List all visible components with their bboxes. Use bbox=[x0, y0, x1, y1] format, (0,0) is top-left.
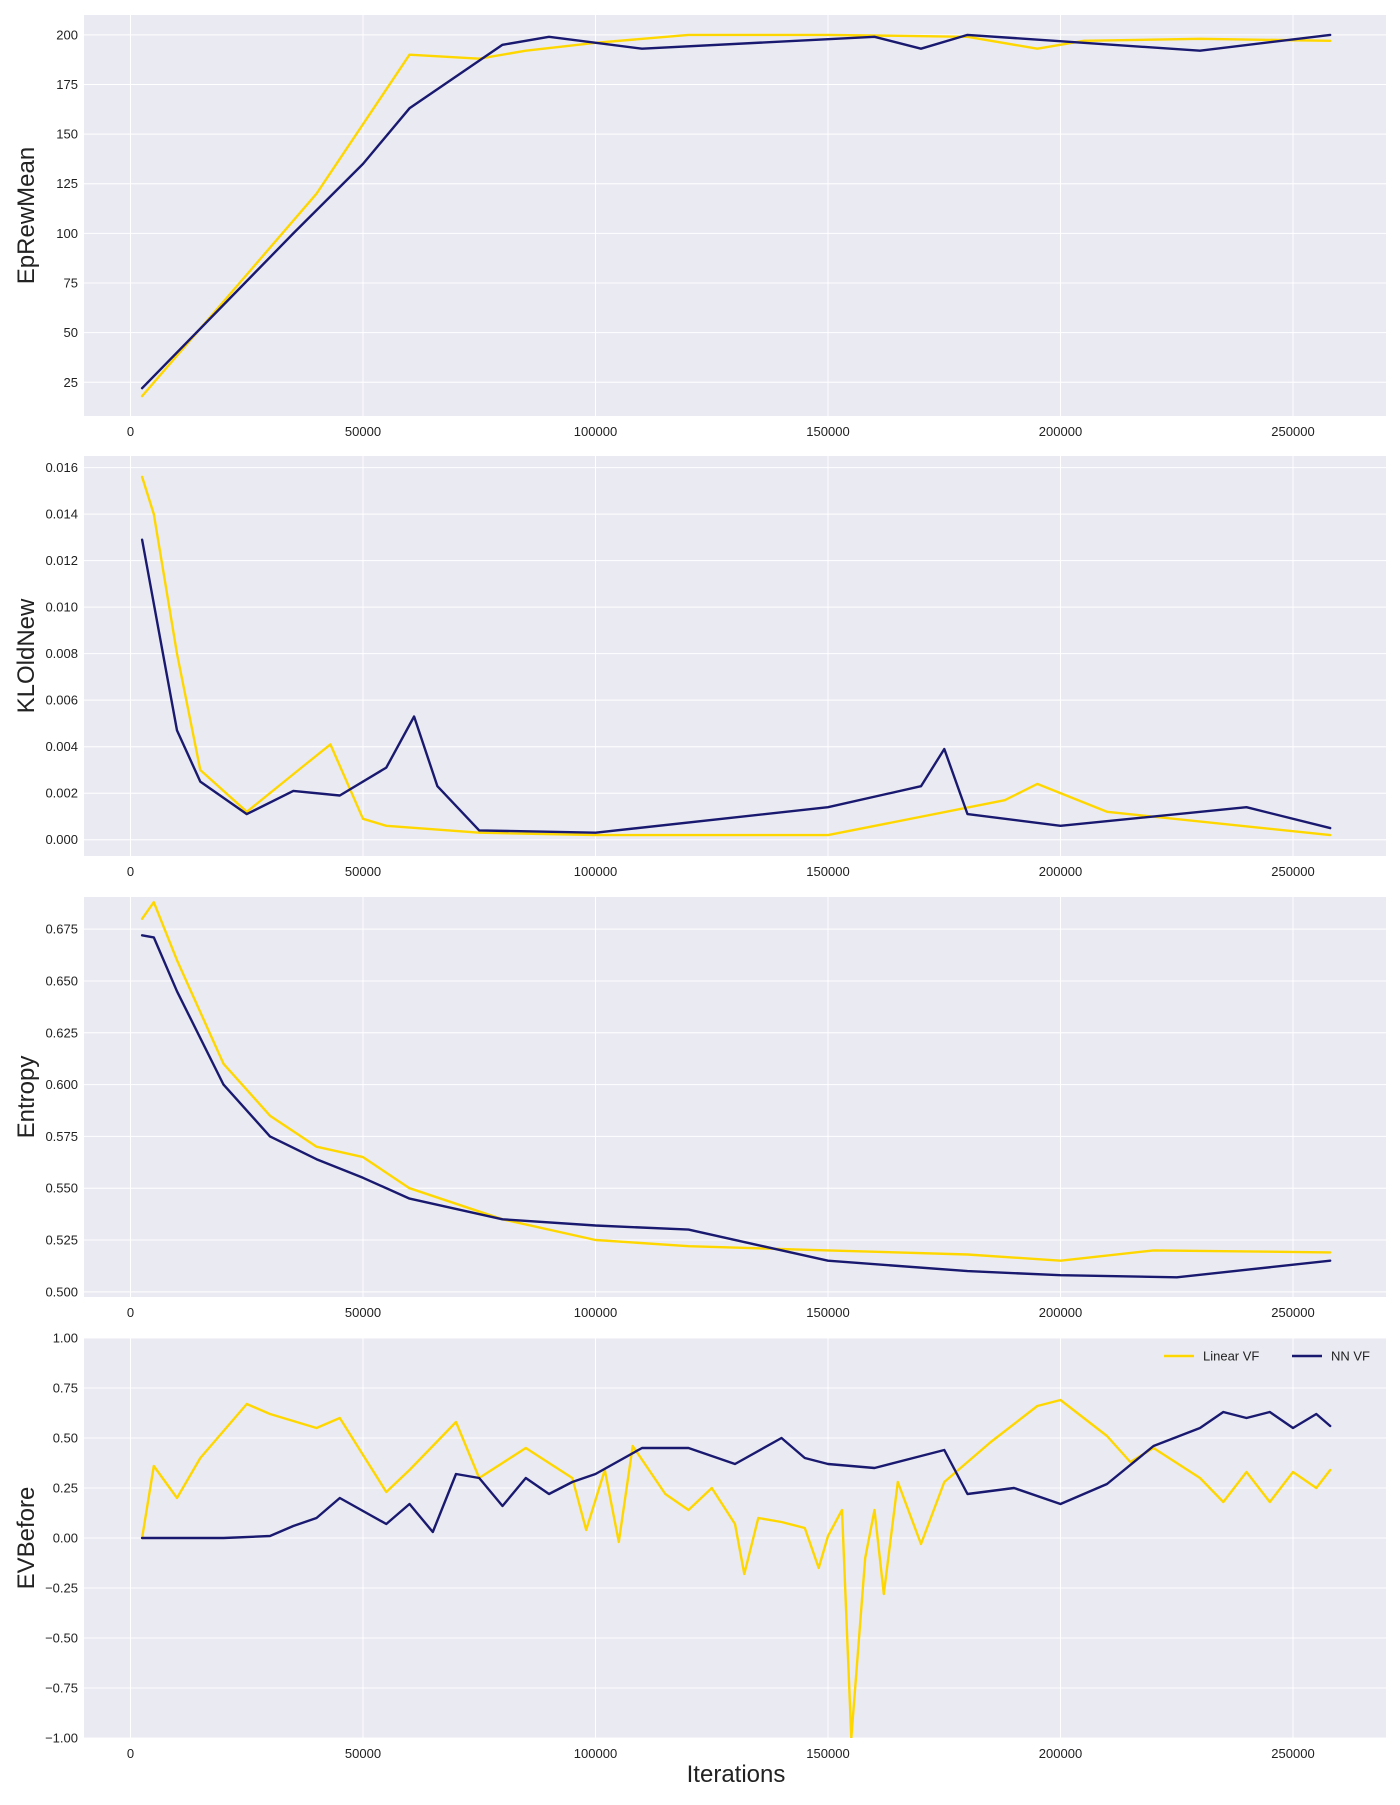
panel-1-x-tick-label: 100000 bbox=[574, 424, 617, 439]
panel-2-nn-series-line bbox=[140, 538, 1332, 834]
panel-2-x-tick-label: 200000 bbox=[1039, 864, 1082, 879]
panel-1-x-tick-label: 50000 bbox=[345, 424, 381, 439]
panel-1-series-group bbox=[140, 33, 1332, 398]
panel-1-y-tick-label: 50 bbox=[64, 325, 78, 340]
panel-2-x-tick-label: 0 bbox=[127, 864, 134, 879]
panel-4-y-tick-label: 1.00 bbox=[53, 1331, 78, 1346]
panel-4-x-tick-label: 200000 bbox=[1039, 1746, 1082, 1761]
panel-2-y-tick-label: 0.002 bbox=[45, 786, 78, 801]
panel-4-nn-series-line bbox=[140, 1410, 1332, 1540]
panel-3-y-axis-label: Entropy bbox=[13, 1056, 40, 1139]
panel-3-y-tick-label: 0.650 bbox=[45, 973, 78, 988]
panel-1-x-tick-label: 250000 bbox=[1271, 424, 1314, 439]
panel-1-y-tick-label: 100 bbox=[56, 226, 78, 241]
panel-2-y-tick-label: 0.000 bbox=[45, 832, 78, 847]
legend-label-nn: NN VF bbox=[1331, 1349, 1370, 1364]
panel-3-linear-series-line bbox=[140, 901, 1332, 1262]
panel-2-y-tick-label: 0.004 bbox=[45, 739, 78, 754]
panel-1-y-tick-label: 200 bbox=[56, 27, 78, 42]
panel-3-x-tick-label: 150000 bbox=[806, 1305, 849, 1320]
panel-4-x-tick-label: 100000 bbox=[574, 1746, 617, 1761]
xlabel-group: Iterations bbox=[687, 1761, 786, 1788]
panel-1-y-tick-label: 125 bbox=[56, 176, 78, 191]
panel-1-y-tick-label: 25 bbox=[64, 375, 78, 390]
panel-1-y-tick-label: 175 bbox=[56, 77, 78, 92]
panel-2-y-tick-label: 0.010 bbox=[45, 600, 78, 615]
panel-2-x-tick-label: 100000 bbox=[574, 864, 617, 879]
panel-2-y-axis-label: KLOldNew bbox=[13, 598, 40, 713]
panel-1-linear-series-line bbox=[140, 33, 1332, 398]
panel-2-y-tick-label: 0.008 bbox=[45, 646, 78, 661]
panel-2: 0 50000 100000 150000 200000 250000 0.000 0.002… bbox=[13, 456, 1386, 879]
panel-3-y-tick-label: 0.675 bbox=[45, 922, 78, 937]
panel-4-y-tick-label: 0.50 bbox=[53, 1431, 78, 1446]
panel-2-x-tick-label: 250000 bbox=[1271, 864, 1314, 879]
panel-2-linear-series-line bbox=[140, 475, 1332, 837]
panel-3-nn-series-line bbox=[140, 934, 1332, 1279]
panel-1-y-tick-label: 150 bbox=[56, 127, 78, 142]
panel-3-x-tick-label: 50000 bbox=[345, 1305, 381, 1320]
panel-3-y-tick-label: 0.525 bbox=[45, 1233, 78, 1248]
panel-3-y-tick-label: 0.625 bbox=[45, 1025, 78, 1040]
panel-4-y-tick-label: −0.50 bbox=[45, 1631, 78, 1646]
panel-2-y-tick-label: 0.016 bbox=[45, 460, 78, 475]
panel-4-y-tick-label: 0.00 bbox=[53, 1531, 78, 1546]
panel-1-background bbox=[84, 15, 1386, 416]
panel-4-linear-series-line bbox=[140, 1398, 1332, 1738]
panel-3-y-tick-label: 0.500 bbox=[45, 1284, 78, 1299]
panel-2-x-tick-label: 50000 bbox=[345, 864, 381, 879]
panel-3-x-tick-label: 100000 bbox=[574, 1305, 617, 1320]
panel-3-x-tick-label: 200000 bbox=[1039, 1305, 1082, 1320]
panel-1-y-tick-label: 75 bbox=[64, 275, 78, 290]
panel-3-y-tick-label: 0.550 bbox=[45, 1181, 78, 1196]
panel-4-series-group bbox=[140, 1398, 1332, 1738]
panel-1-x-tick-label: 0 bbox=[127, 424, 134, 439]
panel-4-x-tick-label: 150000 bbox=[806, 1746, 849, 1761]
legend: Linear VF NN VF bbox=[1164, 1349, 1370, 1364]
panel-2-background bbox=[84, 456, 1386, 856]
panel-4-y-tick-label: 0.25 bbox=[53, 1481, 78, 1496]
panel-4-y-axis-label: EVBefore bbox=[13, 1487, 40, 1590]
panel-4-x-tick-label: 0 bbox=[127, 1746, 134, 1761]
panel-2-series-group bbox=[140, 475, 1332, 837]
panel-4-x-tick-label: 250000 bbox=[1271, 1746, 1314, 1761]
panel-2-x-tick-label: 150000 bbox=[806, 864, 849, 879]
panel-4-y-tick-label: −0.25 bbox=[45, 1581, 78, 1596]
panel-2-y-tick-label: 0.006 bbox=[45, 693, 78, 708]
panel-3-x-tick-label: 0 bbox=[127, 1305, 134, 1320]
panel-1-nn-series-line bbox=[140, 33, 1332, 390]
panel-1-y-axis-label: EpRewMean bbox=[13, 147, 40, 284]
x-axis-label: Iterations bbox=[687, 1761, 786, 1788]
panel-2-y-tick-label: 0.012 bbox=[45, 553, 78, 568]
panel-4-y-tick-label: −0.75 bbox=[45, 1681, 78, 1696]
panel-1-x-tick-label: 200000 bbox=[1039, 424, 1082, 439]
panel-2-y-tick-label: 0.014 bbox=[45, 507, 78, 522]
panel-3-y-tick-label: 0.600 bbox=[45, 1077, 78, 1092]
panel-4-y-tick-label: −1.00 bbox=[45, 1731, 78, 1746]
panel-4-y-tick-label: 0.75 bbox=[53, 1381, 78, 1396]
panel-4-x-tick-label: 50000 bbox=[345, 1746, 381, 1761]
panel-3: 0 50000 100000 150000 200000 250000 0.500 0.525… bbox=[13, 897, 1386, 1320]
panel-3-background bbox=[84, 897, 1386, 1297]
panel-3-series-group bbox=[140, 901, 1332, 1279]
panel-3-y-tick-label: 0.575 bbox=[45, 1129, 78, 1144]
panel-4: 0 50000 100000 150000 200000 250000 −1.00 −0.75… bbox=[13, 1331, 1386, 1761]
panel-1-x-tick-label: 150000 bbox=[806, 424, 849, 439]
legend-label-linear: Linear VF bbox=[1203, 1349, 1259, 1364]
panel-1: 0 50000 100000 150000 200000 250000 25 50 75 100 1… bbox=[13, 15, 1386, 439]
panel-3-x-tick-label: 250000 bbox=[1271, 1305, 1314, 1320]
